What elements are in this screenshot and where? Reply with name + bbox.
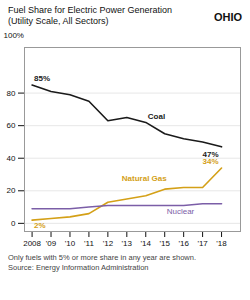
html-text:(Utility Scale, All Sectors): (Utility Scale, All Sectors) [8, 16, 109, 26]
svg-text:'11: '11 [84, 239, 94, 248]
svg-text:2%: 2% [34, 221, 46, 230]
svg-text:0: 0 [11, 219, 16, 228]
svg-text:Coal: Coal [148, 112, 165, 121]
svg-text:60: 60 [7, 121, 16, 130]
svg-text:47%: 47% [202, 149, 219, 159]
svg-text:'09: '09 [46, 239, 57, 248]
svg-text:'16: '16 [178, 239, 189, 248]
svg-text:80: 80 [7, 89, 16, 98]
svg-text:'10: '10 [65, 239, 76, 248]
svg-text:85%: 85% [34, 74, 50, 83]
svg-text:40: 40 [7, 154, 16, 163]
svg-text:'15: '15 [159, 239, 170, 248]
svg-text:Nuclear: Nuclear [167, 207, 195, 216]
html-text:Only fuels with 5% or more sha: Only fuels with 5% or more share in any … [8, 253, 196, 262]
svg-text:100%: 100% [4, 31, 24, 40]
svg-text:'18: '18 [216, 239, 227, 248]
svg-text:'13: '13 [122, 239, 133, 248]
html-text:OHIO: OHIO [213, 11, 242, 23]
svg-text:Natural Gas: Natural Gas [122, 174, 167, 183]
svg-text:'14: '14 [141, 239, 152, 248]
svg-text:20: 20 [7, 186, 16, 195]
svg-text:'12: '12 [103, 239, 114, 248]
svg-text:34%: 34% [203, 157, 219, 166]
svg-text:'17: '17 [197, 239, 208, 248]
svg-text:2008: 2008 [23, 239, 41, 248]
html-text:Fuel Share for Electric Power: Fuel Share for Electric Power Generation [8, 5, 173, 15]
html-text:Source: Energy Information Adm: Source: Energy Information Administratio… [8, 263, 149, 272]
